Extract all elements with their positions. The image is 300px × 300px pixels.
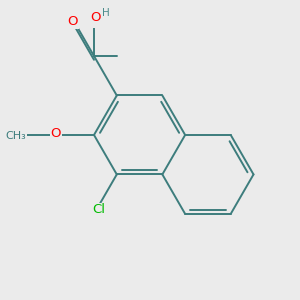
Text: Cl: Cl	[92, 203, 105, 216]
Text: H: H	[102, 8, 110, 18]
Text: O: O	[68, 15, 78, 28]
Text: O: O	[50, 127, 61, 140]
Text: CH₃: CH₃	[5, 131, 26, 141]
Text: O: O	[91, 11, 101, 24]
